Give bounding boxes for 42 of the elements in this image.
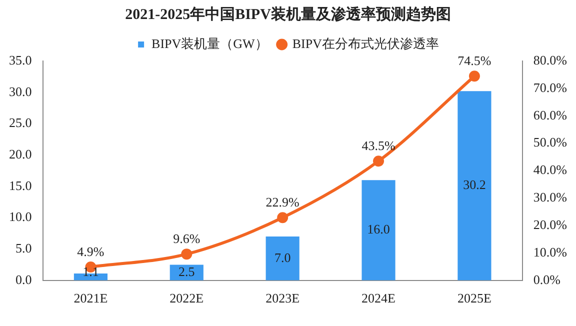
point [181, 248, 192, 260]
legend-label: BIPV装机量（GW） [152, 36, 268, 51]
x-tick-label: 2024E [362, 290, 396, 306]
y-tick-label: 15.0 [9, 178, 32, 193]
data-label: 43.5% [362, 138, 396, 154]
y-tick-label: 5.0 [16, 240, 32, 256]
x-tick-label: 2025E [457, 290, 492, 306]
data-label: 9.6% [173, 230, 200, 246]
point [373, 156, 384, 167]
point [468, 70, 480, 82]
x-tick-label: 2022E [170, 290, 204, 306]
data-label: 1.1 [82, 264, 99, 279]
y-tick-label: 35.0 [9, 52, 32, 68]
y2-tick-label: 80.0% [533, 52, 568, 68]
data-label: 7.0 [274, 250, 291, 265]
legend-label: BIPV在分布式光伏渗透率 [292, 36, 439, 51]
y-tick-label: 10.0 [9, 209, 32, 224]
y2-tick-label: 0.0% [533, 272, 561, 287]
data-label: 2.5 [178, 264, 195, 279]
y2-tick-label: 40.0% [533, 162, 568, 178]
bar [362, 180, 396, 280]
data-label: 4.9% [77, 244, 104, 259]
y2-tick-label: 20.0% [533, 216, 568, 232]
y-tick-label: 0.0 [16, 272, 32, 287]
y2-tick-label: 70.0% [533, 80, 568, 95]
y2-tick-label: 60.0% [533, 107, 568, 122]
y-tick-label: 20.0 [9, 146, 32, 162]
bar [458, 91, 492, 280]
data-label: 22.9% [266, 194, 300, 210]
chart-title: 2021-2025年中国BIPV装机量及渗透率预测趋势图 [125, 4, 451, 23]
y2-tick-label: 30.0% [533, 190, 568, 205]
bar [266, 236, 300, 280]
y-tick-label: 30.0 [9, 84, 32, 99]
data-label: 74.5% [458, 53, 492, 68]
y2-tick-label: 50.0% [533, 134, 568, 150]
data-label: 16.0 [367, 222, 390, 237]
x-tick-label: 2023E [266, 290, 300, 306]
point [277, 212, 288, 224]
data-label: 30.2 [463, 177, 486, 192]
x-tick-label: 2021E [74, 290, 108, 306]
y-tick-label: 25.0 [9, 115, 32, 130]
y2-tick-label: 10.0% [533, 244, 568, 260]
